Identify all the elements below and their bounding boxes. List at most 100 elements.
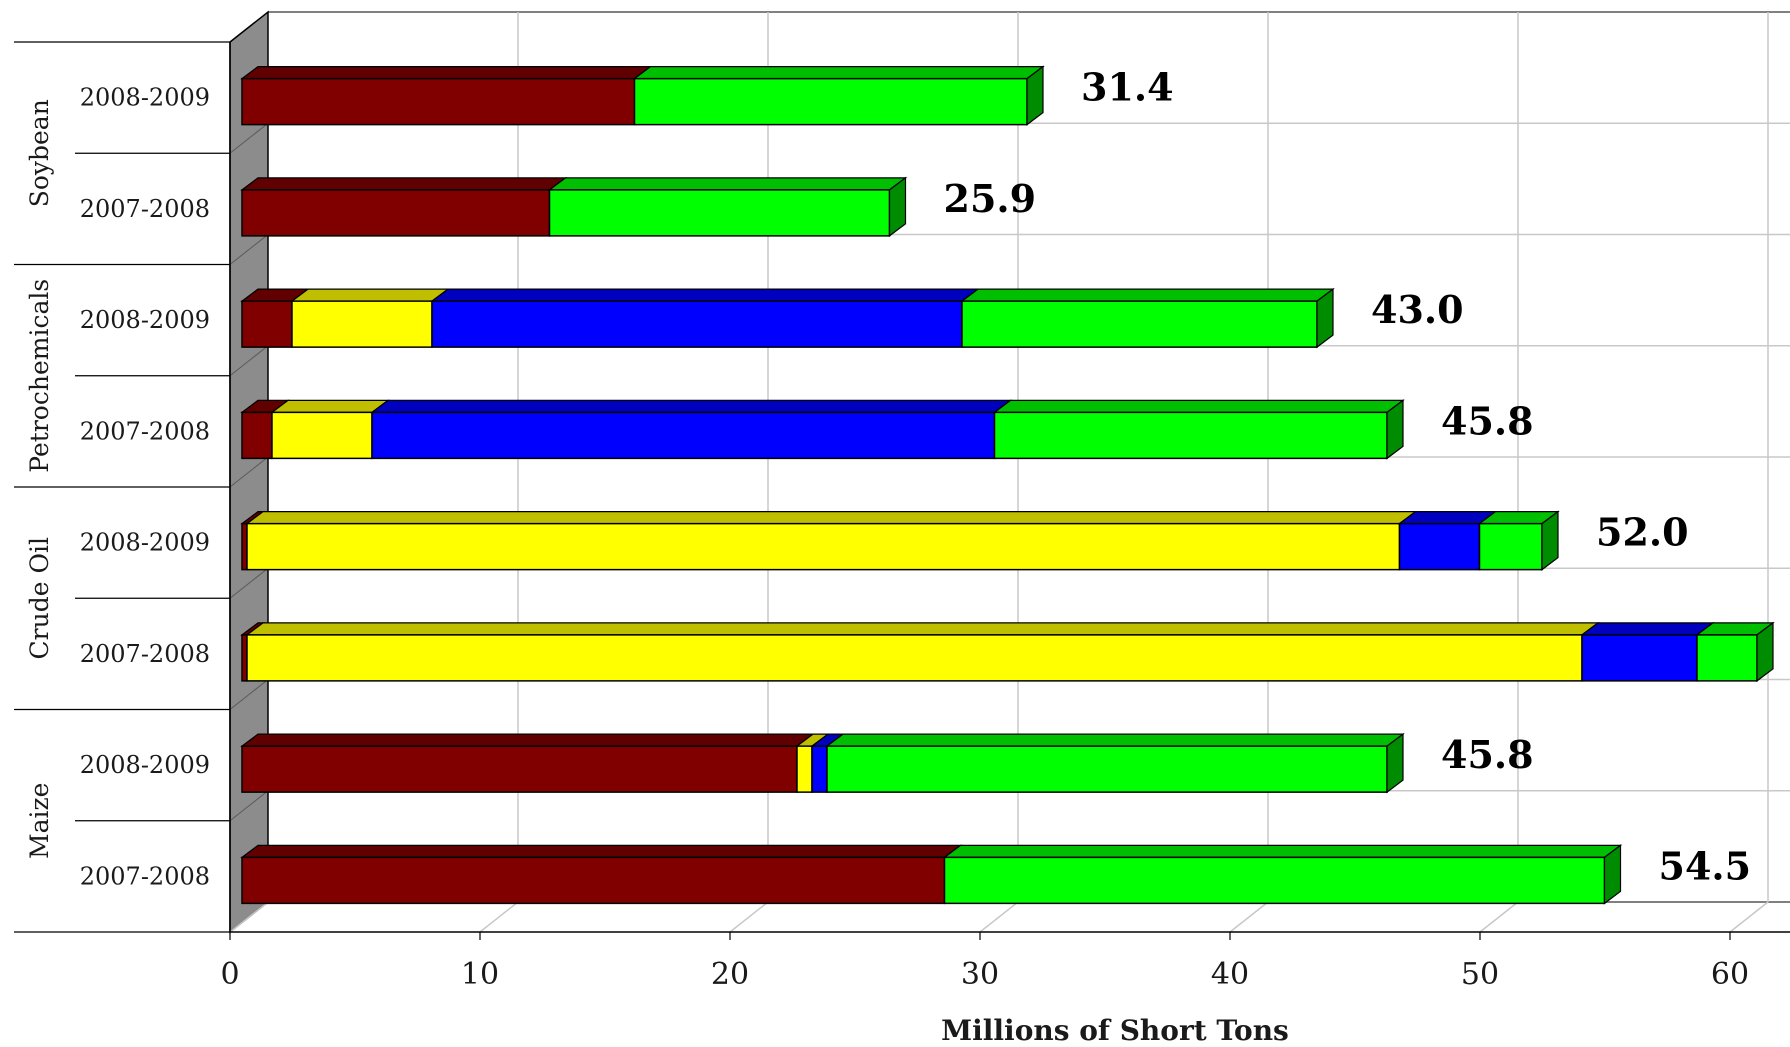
bar-segment-top: [245, 622, 1600, 636]
bar-segment: [633, 77, 1028, 126]
group-label-crude-oil: Crude Oil: [25, 537, 54, 659]
bar-segment: [1398, 522, 1481, 571]
bar-segment-end: [1756, 621, 1774, 683]
side-wall-divider: [229, 122, 269, 154]
bar-segment: [246, 522, 1401, 571]
total-label: 54.5: [1659, 843, 1752, 888]
bar-segment: [548, 189, 891, 237]
gridline-floor: [1729, 901, 1769, 933]
gridline-floor: [979, 901, 1019, 933]
gridlines: [229, 12, 1790, 933]
bar-segment: [796, 745, 813, 793]
bar-segment: [241, 856, 946, 905]
total-label: 31.4: [1081, 65, 1174, 110]
year-label: 2007-2008: [80, 640, 210, 668]
bar-segment: [271, 411, 373, 460]
bar-segment-top: [825, 733, 1405, 747]
side-wall-divider: [229, 456, 269, 488]
bar-segment: [291, 300, 433, 348]
tick-label: 60: [1711, 957, 1749, 992]
bar-maize-2007-2008: [240, 844, 1623, 905]
bar-segment-top: [270, 399, 390, 413]
bar-segment-top: [240, 177, 568, 191]
tick-label: 10: [461, 957, 499, 992]
bar-segment: [431, 300, 963, 348]
year-label: 2007-2008: [80, 862, 210, 890]
bar-segment: [241, 189, 551, 237]
total-label: 45.8: [1441, 732, 1534, 777]
bar-segment: [371, 411, 996, 460]
bar-petrochemicals-2008-2009: [240, 287, 1335, 349]
year-label: 2007-2008: [80, 417, 210, 445]
bar-segment-top: [992, 399, 1405, 413]
bar-segment: [826, 745, 1388, 793]
category-axis: 2008-2009 2007-2008 2008-2009 2007-2008 2008…: [14, 41, 231, 933]
side-wall-divider: [229, 234, 269, 265]
bar-segment-top: [547, 177, 908, 191]
side-wall-divider: [229, 345, 269, 377]
bar-segment: [1478, 522, 1543, 571]
gridline-floor: [1479, 901, 1519, 933]
bar-segment-top: [240, 733, 815, 747]
year-label: 2008-2009: [80, 529, 210, 557]
value-axis: 010203040506070: [220, 931, 1790, 992]
bar-segment-end: [1386, 399, 1404, 460]
bar-segment: [246, 634, 1583, 682]
total-label: 52.0: [1596, 510, 1689, 555]
group-label-soybean: Soybean: [25, 99, 54, 207]
bar-segment-top: [1580, 622, 1715, 636]
total-labels: 31.425.943.045.852.060.645.854.5: [944, 65, 1752, 889]
bar-segment: [1581, 634, 1698, 682]
bar-segment-top: [240, 844, 963, 858]
bar-segment: [1696, 634, 1758, 682]
bar-segment: [241, 745, 798, 793]
group-label-petrochemicals: Petrochemicals: [25, 279, 54, 473]
tick-label: 50: [1461, 957, 1499, 992]
bar-segment-end: [888, 176, 907, 238]
bar-segment: [241, 77, 636, 126]
chart-floor: [230, 902, 1790, 932]
total-label: 25.9: [944, 176, 1037, 221]
bar-segment: [961, 300, 1318, 348]
bar-segment-top: [240, 66, 653, 80]
tick-label: 40: [1211, 957, 1249, 992]
bar-crude-oil-2008-2009: [240, 510, 1560, 571]
bar-segment-end: [1603, 844, 1622, 905]
bar-soybean-2007-2008: [240, 176, 908, 238]
total-label: 43.0: [1371, 287, 1464, 332]
bar-segment-top: [290, 288, 450, 302]
gridline-floor: [479, 901, 519, 933]
bar-segment-top: [942, 844, 1623, 858]
bar-segment-end: [1316, 287, 1334, 349]
bar-maize-2008-2009: [240, 732, 1405, 794]
tick-label: 0: [220, 957, 239, 992]
bar-segment: [241, 300, 293, 348]
floor-plane: [230, 902, 1790, 932]
gridline-floor: [729, 901, 769, 933]
bars: [240, 65, 1775, 905]
gridline-floor: [1229, 901, 1269, 933]
total-label: 45.8: [1441, 398, 1534, 443]
side-wall-divider: [229, 679, 269, 710]
bar-segment-top: [245, 511, 1418, 525]
side-wall-divider: [229, 567, 269, 599]
x-axis-title: Millions of Short Tons: [941, 1014, 1289, 1047]
bar-crude-oil-2007-2008: [240, 621, 1775, 683]
tick-label: 30: [961, 957, 999, 992]
bar-segment-top: [960, 288, 1335, 302]
side-wall-divider: [229, 790, 269, 822]
gridline-floor: [229, 901, 269, 933]
group-label-maize: Maize: [25, 783, 54, 859]
bar-segment-end: [1541, 510, 1559, 571]
bar-petrochemicals-2007-2008: [240, 399, 1405, 460]
bar-segment: [993, 411, 1388, 460]
bar-segment: [241, 411, 273, 460]
bar-segment: [943, 856, 1606, 905]
tick-label: 20: [711, 957, 749, 992]
year-label: 2008-2009: [80, 84, 210, 112]
year-label: 2008-2009: [80, 751, 210, 779]
bar-segment-top: [632, 66, 1045, 80]
bar-soybean-2008-2009: [240, 65, 1045, 126]
bar-segment: [811, 745, 828, 793]
